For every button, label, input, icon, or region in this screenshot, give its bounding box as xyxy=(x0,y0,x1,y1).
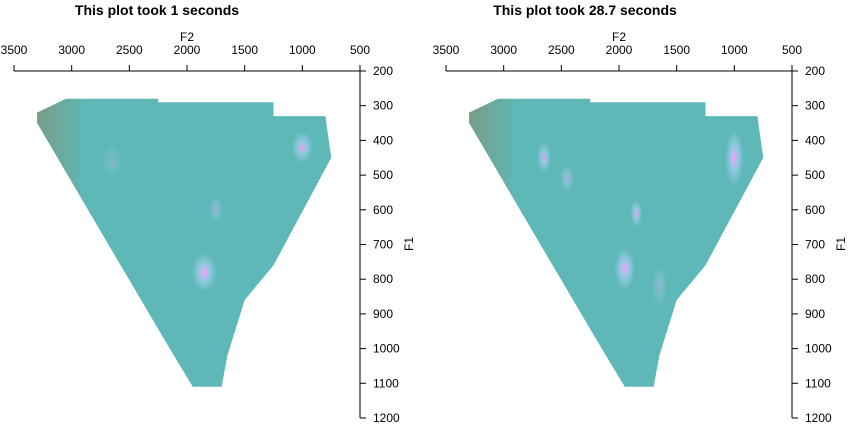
right-plot-heatmap-field xyxy=(469,98,764,387)
left-plot-hotspot xyxy=(291,131,313,163)
left-plot-x-tick-label: 2500 xyxy=(116,43,143,57)
left-plot-y-tick-label: 600 xyxy=(373,203,393,217)
left-plot-heatmap-field xyxy=(37,98,332,387)
left-plot-y-tick-label: 800 xyxy=(373,272,393,286)
left-plot-x-tick-label: 1500 xyxy=(231,43,258,57)
right-plot-y-tick-label: 1200 xyxy=(805,411,832,425)
right-plot-y-tick-label: 800 xyxy=(805,272,825,286)
right-plot-x-tick-label: 500 xyxy=(782,43,802,57)
right-plot-hotspot xyxy=(630,199,643,228)
right-plot-heatmap-region xyxy=(469,98,764,387)
right-plot-hotspot xyxy=(614,247,636,290)
left-plot-x-tick-label: 3500 xyxy=(1,43,28,57)
left-plot-y-tick-label: 1000 xyxy=(373,342,400,356)
left-plot-hotspot xyxy=(208,195,223,224)
right-plot-y-tick-label: 600 xyxy=(805,203,825,217)
left-plot-title: This plot took 1 seconds xyxy=(75,2,239,18)
left-plot-y-tick-label: 1100 xyxy=(373,376,399,390)
left-plot-y-tick-label: 400 xyxy=(373,133,393,147)
right-plot-x-tick-label: 2500 xyxy=(548,43,575,57)
left-plot-heatmap-region xyxy=(37,98,332,387)
left-plot-x-tick-label: 2000 xyxy=(174,43,201,57)
left-plot-y-tick-label: 200 xyxy=(373,64,393,78)
right-plot-y-axis-label: F1 xyxy=(834,237,848,251)
right-plot-y-tick-label: 400 xyxy=(805,133,825,147)
left-plot-y-tick-label: 1200 xyxy=(373,411,400,425)
left-plot-y-tick-label: 500 xyxy=(373,168,393,182)
left-plot-y-tick-label: 900 xyxy=(373,307,393,321)
left-plot-axes: 3500 3000 2500 2000 1500 1000 5002003004005006… xyxy=(1,43,400,425)
right-plot-y-tick-label: 1000 xyxy=(805,342,832,356)
right-plot-x-tick-label: 1500 xyxy=(663,43,690,57)
right-plot-hotspot xyxy=(725,129,744,186)
right-plot-y-tick-label: 900 xyxy=(805,307,825,321)
right-plot-y-tick-label: 700 xyxy=(805,238,825,252)
right-plot-hotspot xyxy=(651,265,668,307)
left-plot-panel: This plot took 1 seconds F2 F1 3500 3000 2… xyxy=(1,2,416,425)
right-plot-axes: 3500 3000 2500 2000 1500 1000 5002003004005006… xyxy=(433,43,832,425)
right-plot-title: This plot took 28.7 seconds xyxy=(493,2,677,18)
right-plot-hotspot xyxy=(537,142,551,174)
right-plot-y-tick-label: 500 xyxy=(805,168,825,182)
right-plot-panel: This plot took 28.7 seconds F2 F1 3500 30… xyxy=(433,2,848,425)
left-plot-y-tick-label: 300 xyxy=(373,99,393,113)
left-plot-y-axis-label: F1 xyxy=(402,237,416,251)
left-plot-x-axis-label: F2 xyxy=(180,30,194,44)
right-plot-x-axis-label: F2 xyxy=(612,30,626,44)
left-plot-hotspot xyxy=(191,253,217,292)
right-plot-x-tick-label: 1000 xyxy=(721,43,748,57)
right-plot-y-tick-label: 1100 xyxy=(805,376,831,390)
right-plot-y-tick-label: 300 xyxy=(805,99,825,113)
right-plot-y-tick-label: 200 xyxy=(805,64,825,78)
right-plot-x-tick-label: 3500 xyxy=(433,43,460,57)
right-plot-x-tick-label: 3000 xyxy=(490,43,517,57)
left-plot-x-tick-label: 1000 xyxy=(289,43,316,57)
left-plot-x-tick-label: 500 xyxy=(350,43,370,57)
right-plot-x-tick-label: 2000 xyxy=(606,43,633,57)
left-plot-hotspot xyxy=(102,143,122,179)
left-plot-x-tick-label: 3000 xyxy=(58,43,85,57)
left-plot-y-tick-label: 700 xyxy=(373,238,393,252)
right-plot-hotspot xyxy=(560,164,575,193)
